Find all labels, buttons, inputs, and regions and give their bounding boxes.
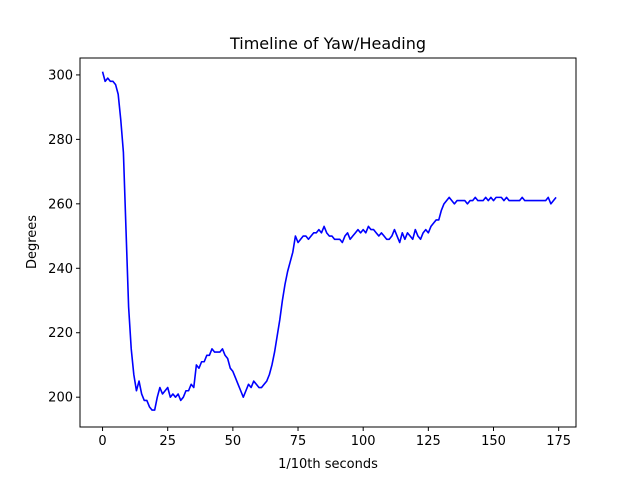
x-tick-label: 50: [225, 434, 242, 449]
y-tick-label: 200: [48, 391, 73, 406]
y-tick-label: 300: [48, 68, 73, 83]
x-tick-label: 175: [546, 434, 571, 449]
y-tick-label: 260: [48, 197, 73, 212]
chart-title: Timeline of Yaw/Heading: [229, 34, 426, 53]
plot-area: [101, 71, 557, 411]
y-tick-label: 240: [48, 262, 73, 277]
x-tick-label: 0: [98, 434, 106, 449]
x-tick-label: 100: [351, 434, 376, 449]
axes-frame: [79, 57, 577, 428]
x-tick-label: 150: [481, 434, 506, 449]
x-axis-label: 1/10th seconds: [278, 457, 378, 472]
x-tick-label: 75: [290, 434, 307, 449]
x-axis-ticks: 0 25 50 75 100 125 150 175: [98, 427, 571, 449]
y-tick-label: 220: [48, 326, 73, 341]
x-tick-label: 125: [416, 434, 441, 449]
x-tick-label: 25: [159, 434, 176, 449]
y-axis-label: Degrees: [25, 215, 40, 269]
y-tick-label: 280: [48, 133, 73, 148]
series-line-0: [101, 71, 557, 411]
y-axis-ticks: 200 220 240 260 280 300: [48, 68, 80, 406]
